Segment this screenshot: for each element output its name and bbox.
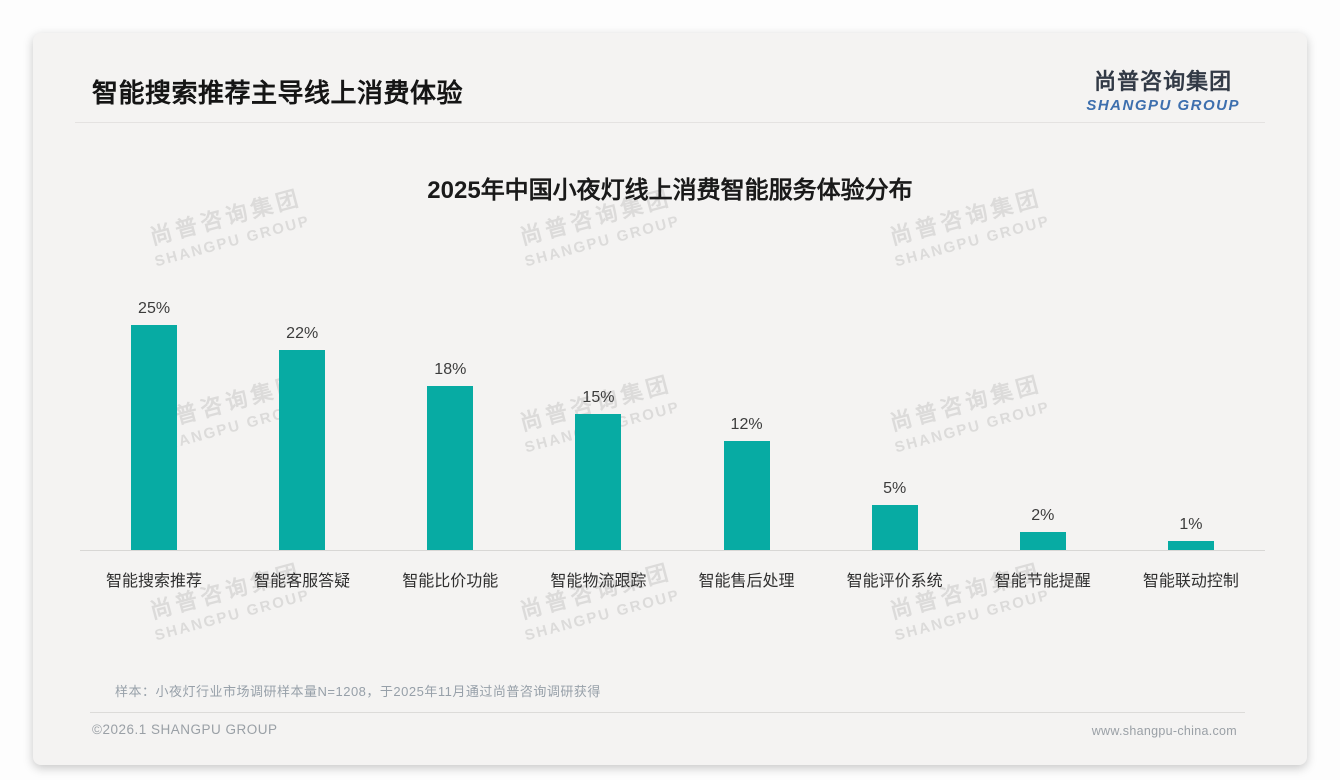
bar — [1167, 541, 1214, 550]
bar-column: 15% — [524, 300, 672, 550]
chart-title: 2025年中国小夜灯线上消费智能服务体验分布 — [427, 177, 913, 204]
bar-column: 2% — [969, 300, 1117, 550]
page-title: 智能搜索推荐主导线上消费体验 — [92, 78, 464, 108]
bar-value-label: 15% — [582, 389, 615, 406]
website-url: www.shangpu-china.com — [1091, 724, 1237, 738]
bar — [871, 505, 918, 550]
header-divider — [75, 122, 1265, 123]
x-axis-labels: 智能搜索推荐 智能客服答疑 智能比价功能 智能物流跟踪 智能售后处理 智能评价系统 智能节能… — [80, 551, 1265, 591]
bar — [1019, 532, 1066, 550]
bar-category-label: 智能评价系统 — [846, 573, 943, 590]
bar — [279, 350, 326, 550]
bar-value-label: 5% — [883, 480, 907, 497]
slide-card: 尚普咨询集团 SHANGPU GROUP 尚普咨询集团 SHANGPU GROUP 尚普… — [33, 33, 1307, 765]
bar-category-label: 智能比价功能 — [402, 573, 499, 590]
logo-text-cn: 尚普咨询集团 — [1094, 69, 1233, 94]
bar-column: 25% — [80, 300, 228, 550]
logo-text-en: SHANGPU GROUP — [1086, 97, 1240, 114]
bar-value-label: 12% — [730, 416, 763, 433]
bar — [723, 441, 770, 550]
copyright-text: ©2026.1 SHANGPU GROUP — [92, 722, 278, 737]
bar-value-label: 22% — [286, 325, 319, 342]
bar-category-label: 智能客服答疑 — [254, 573, 351, 590]
bar-value-label: 25% — [138, 300, 171, 317]
bar-column: 18% — [376, 300, 524, 550]
company-logo: 尚普咨询集团 SHANGPU GROUP — [1086, 64, 1240, 114]
plot-area: 25% 22% 18% 15% 12% 5% 2% 1% — [80, 300, 1265, 550]
bar-category-label: 智能物流跟踪 — [550, 573, 647, 590]
bar-chart: 25% 22% 18% 15% 12% 5% 2% 1% 智能搜索推荐 智能客服答疑 智能比价功能… — [80, 300, 1265, 591]
bar-category-label: 智能售后处理 — [698, 573, 795, 590]
bar-value-label: 18% — [434, 361, 467, 378]
bar — [575, 414, 622, 550]
x-axis-line — [80, 550, 1265, 551]
bar-category-label: 智能联动控制 — [1142, 573, 1239, 590]
bar-column: 12% — [673, 300, 821, 550]
bar-column: 22% — [228, 300, 376, 550]
bar — [427, 386, 474, 550]
bar-category-label: 智能搜索推荐 — [106, 573, 203, 590]
sample-note: 样本：小夜灯行业市场调研样本量N=1208，于2025年11月通过尚普咨询调研获… — [115, 684, 601, 699]
bar-column: 5% — [821, 300, 969, 550]
bar-column: 1% — [1117, 300, 1265, 550]
bar-category-label: 智能节能提醒 — [994, 573, 1091, 590]
bar-value-label: 2% — [1031, 507, 1055, 524]
bar-value-label: 1% — [1179, 516, 1203, 533]
bar — [131, 325, 178, 550]
footer-divider — [90, 712, 1245, 713]
